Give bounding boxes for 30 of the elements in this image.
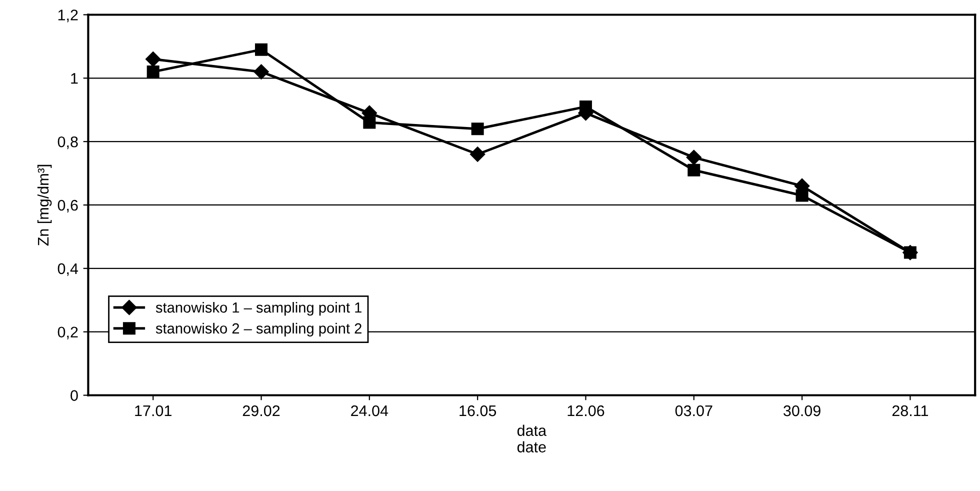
x-tick-label: 29.02 bbox=[242, 405, 280, 416]
x-tick-label: 17.01 bbox=[135, 405, 172, 416]
legend-label: stanowisko 2 – sampling point 2 bbox=[156, 322, 362, 336]
x-tick-label: 30.09 bbox=[784, 405, 820, 416]
x-tick-label: 12.06 bbox=[568, 405, 604, 416]
y-tick-label: 0,2 bbox=[58, 326, 78, 340]
point bbox=[471, 122, 484, 136]
y-tick-label: 0,6 bbox=[58, 200, 78, 212]
legend-label: stanowisko 1 – sampling point 1 bbox=[156, 302, 362, 316]
x-tick-label: 03.07 bbox=[675, 405, 712, 416]
x-tick-label: 28.11 bbox=[892, 405, 928, 416]
x-tick-label: 16.05 bbox=[460, 405, 496, 416]
point bbox=[470, 146, 486, 162]
point bbox=[254, 64, 269, 80]
point bbox=[579, 100, 592, 113]
point bbox=[796, 189, 808, 202]
point bbox=[363, 116, 376, 129]
x-axis-title: data date bbox=[517, 424, 547, 452]
point bbox=[146, 66, 160, 78]
y-tick-label: 1 bbox=[71, 73, 78, 84]
point bbox=[686, 150, 702, 165]
y-tick-label: 0,8 bbox=[58, 136, 78, 150]
y-axis-title: Zn [mg/dm³] bbox=[37, 164, 52, 246]
y-tick-label: 0,4 bbox=[58, 263, 78, 276]
point bbox=[688, 164, 700, 176]
x-tick-label: 24.04 bbox=[351, 405, 388, 416]
point bbox=[255, 43, 268, 56]
point bbox=[146, 52, 161, 67]
y-tick-label: 1,2 bbox=[58, 10, 78, 22]
y-tick-label: 0 bbox=[70, 390, 78, 401]
